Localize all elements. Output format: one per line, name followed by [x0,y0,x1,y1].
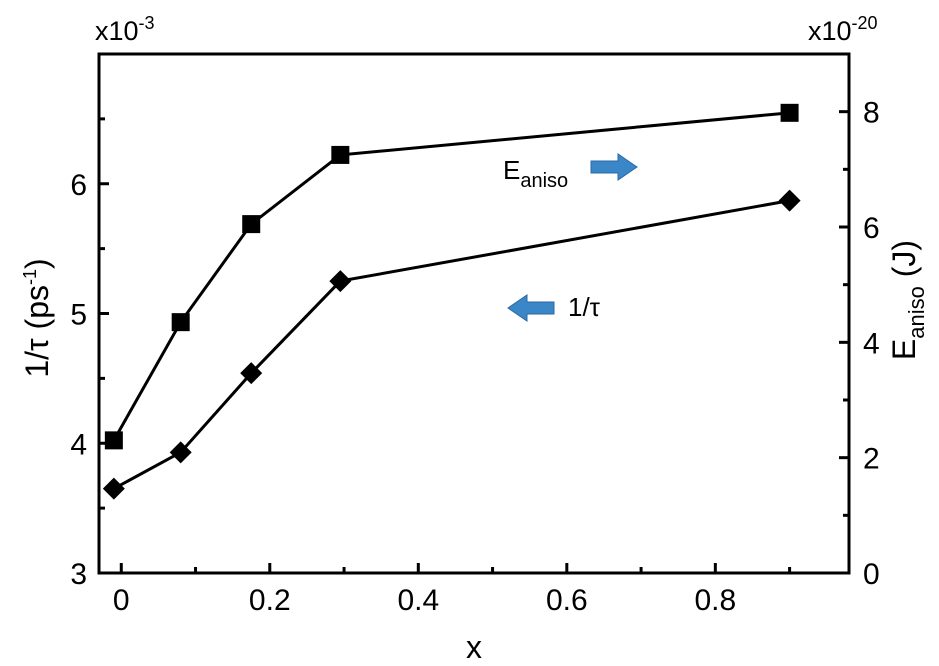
x-tick-label: 0.6 [546,584,588,617]
tau-point [329,270,352,293]
series-layer [102,103,801,500]
x-tick-label: 0.4 [397,584,439,617]
series-line-eaniso [112,111,790,442]
series-line-tau [113,199,790,490]
x-tick-label: 0.2 [249,584,291,617]
eaniso-point [780,103,799,122]
left-axis-multiplier: x10-3 [95,13,155,46]
tau-point [102,477,125,500]
x-axis-label: x [466,629,482,665]
x-tick-label: 0 [113,584,130,617]
right-tick-label: 6 [863,212,880,245]
plot-frame [97,52,851,575]
annotation-eaniso-label: Eaniso [503,155,568,192]
left-axis-ticks: 3 4 5 6 [70,117,109,591]
right-axis-multiplier: x10-20 [808,13,878,46]
right-tick-label: 4 [863,327,880,360]
left-axis-label: 1/τ (ps-1) [19,258,55,377]
tau-point [240,362,263,385]
left-tick-label: 3 [70,558,87,591]
left-tick-label: 4 [70,428,87,461]
eaniso-point [331,145,350,164]
tau-point [169,441,192,464]
annotation-tau: 1/τ [507,292,601,322]
right-tick-label: 2 [863,443,880,476]
right-tick-label: 0 [863,558,880,591]
x-axis-ticks: 0 0.2 0.4 0.6 0.8 [113,563,792,617]
left-arrow-icon [507,294,555,322]
left-tick-label: 6 [70,169,87,202]
right-arrow-icon [590,153,638,181]
annotation-tau-label: 1/τ [568,292,601,322]
eaniso-point [104,431,123,450]
right-axis-label: Eaniso (J) [886,240,929,360]
tau-point [778,189,801,212]
annotation-eaniso: Eaniso [503,153,638,192]
right-axis-ticks: 0 2 4 6 8 [839,97,880,591]
left-tick-label: 5 [70,299,87,332]
eaniso-point [171,313,190,332]
right-tick-label: 8 [863,97,880,130]
x-tick-label: 0.8 [694,584,736,617]
eaniso-point [242,215,261,234]
